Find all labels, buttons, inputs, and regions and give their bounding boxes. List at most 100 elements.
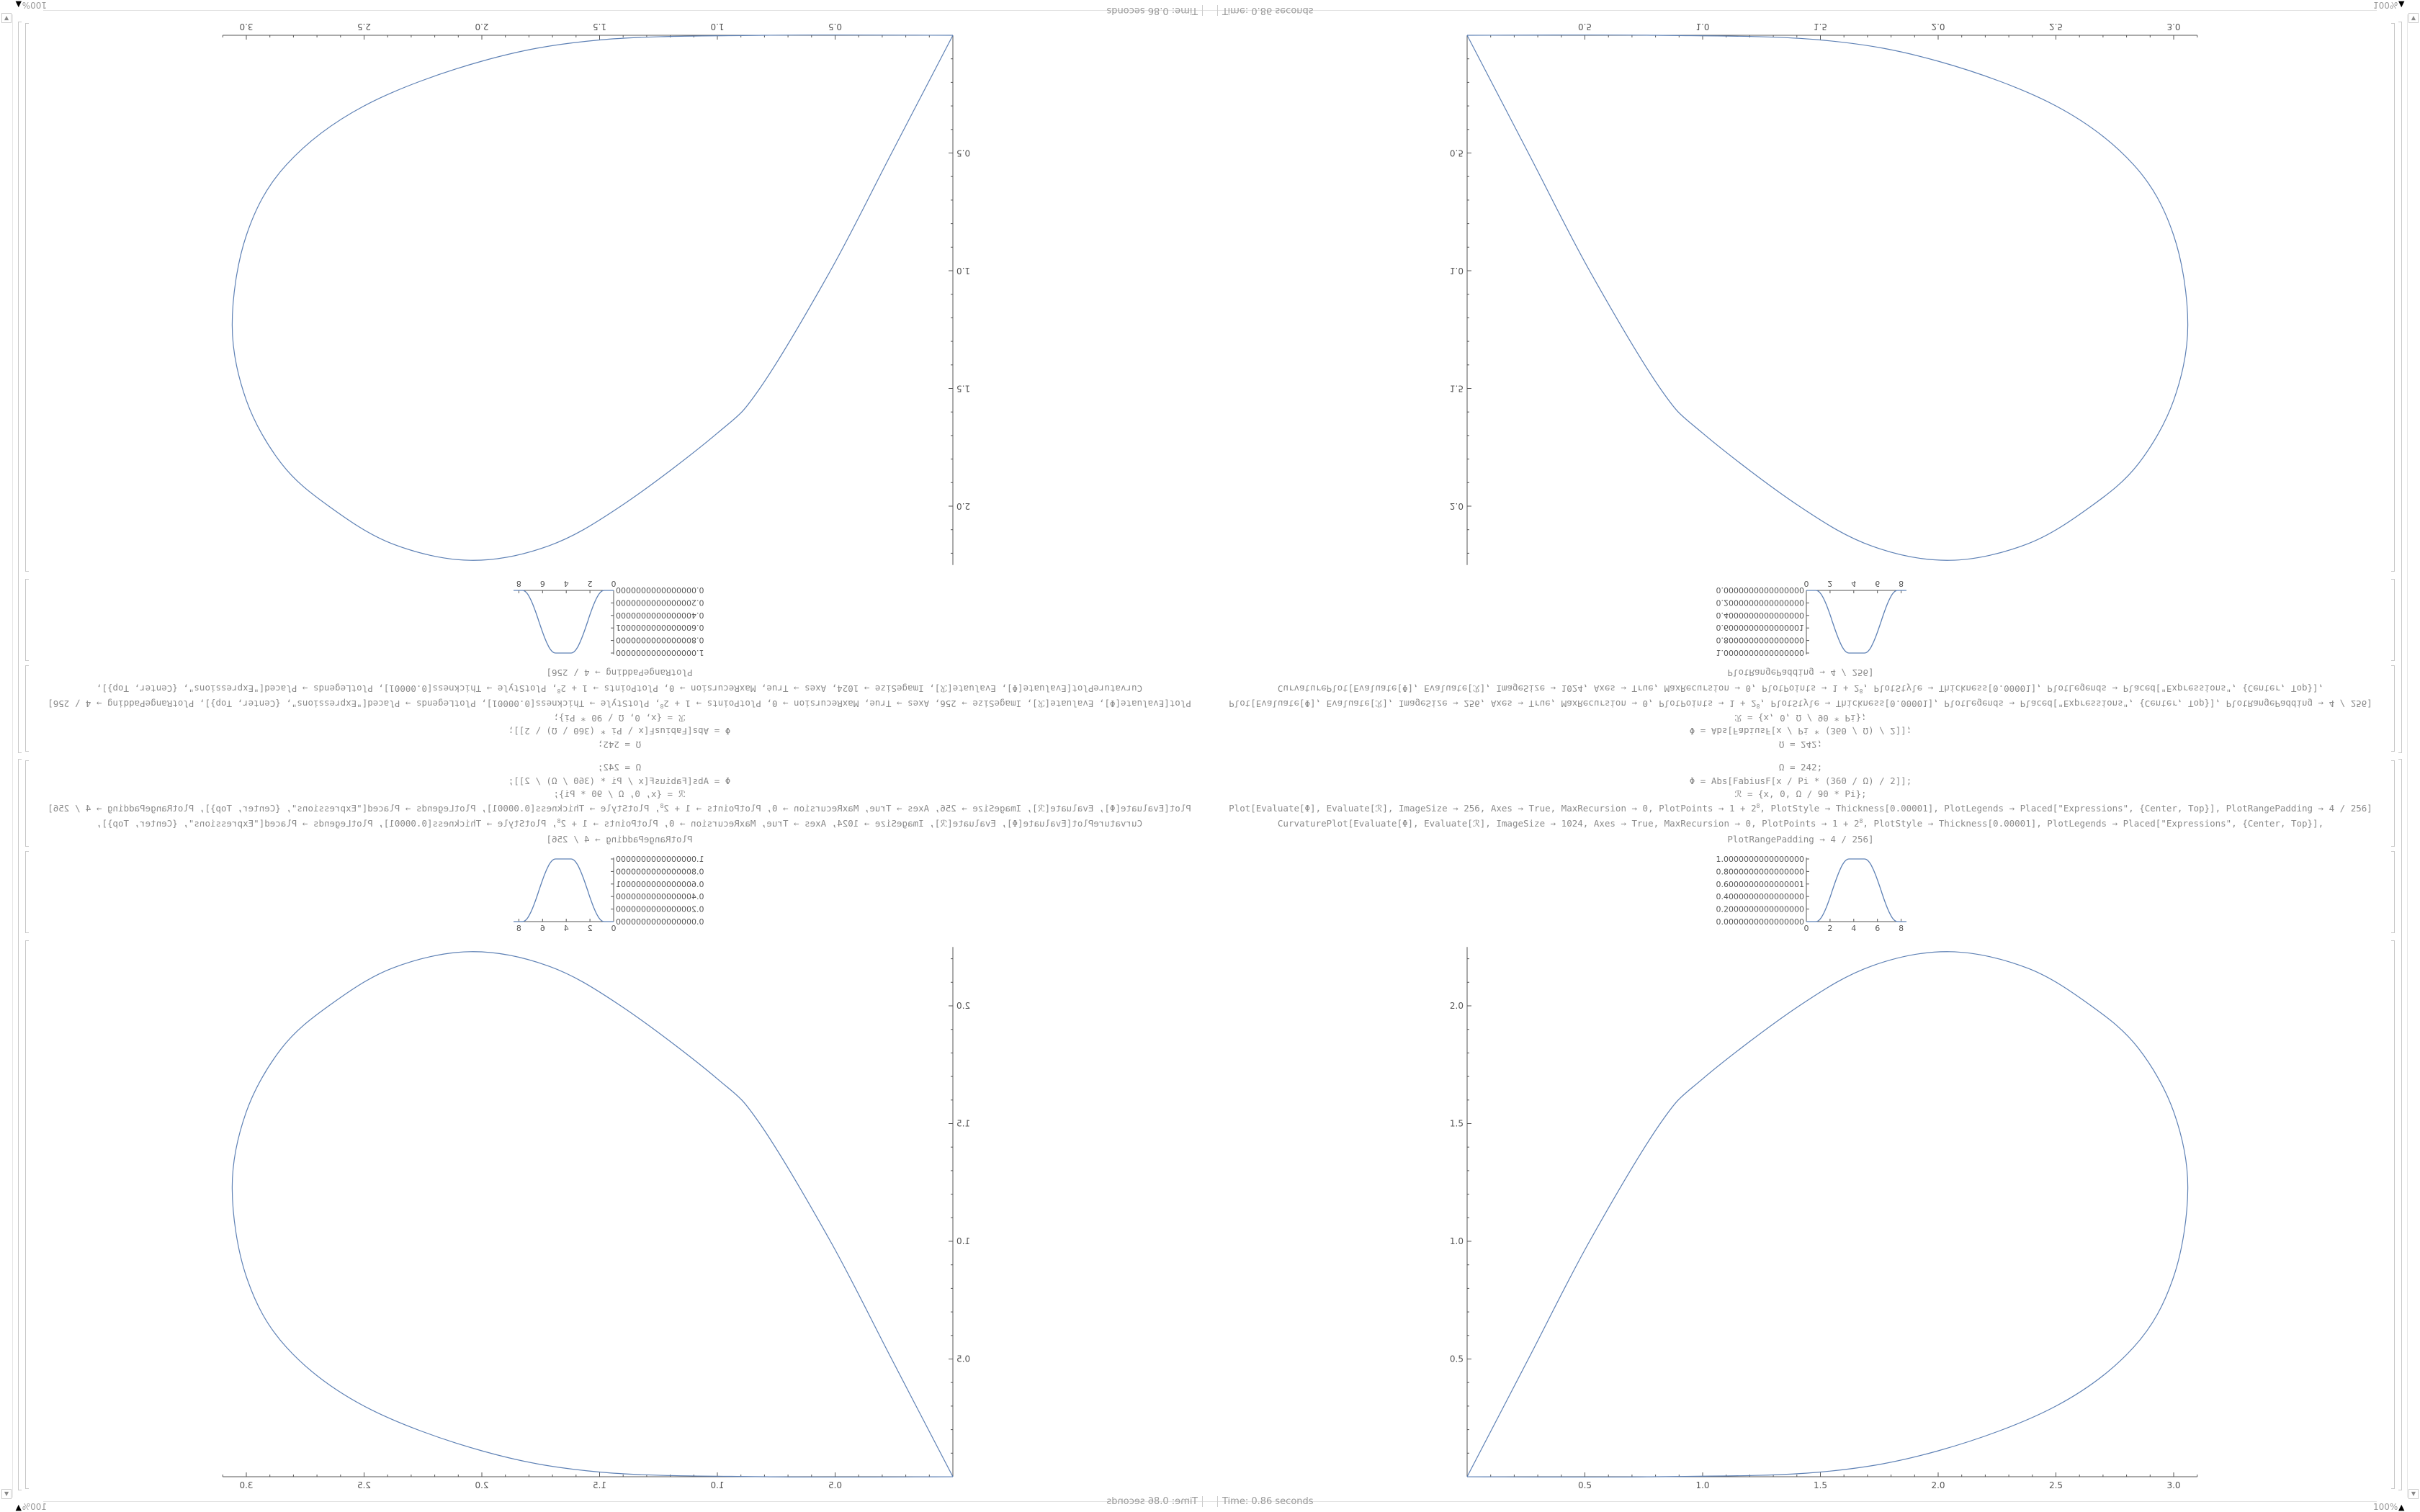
cell-group-bracket[interactable] <box>18 759 22 1490</box>
small-y-tick-label: 0.0000000000000000 <box>1716 917 1804 927</box>
vertical-scrollbar[interactable] <box>2407 756 2419 1498</box>
code-exponent: 8 <box>1756 803 1760 809</box>
big-y-tick-label: 1.0 <box>956 1236 970 1246</box>
cell-bracket-output-curvature[interactable] <box>25 23 29 572</box>
big-y-tick-label: 0.5 <box>956 148 970 158</box>
status-timing: Time: 0.86 seconds <box>1106 1496 1203 1507</box>
small-y-tick-label: 0.4000000000000000 <box>616 892 704 901</box>
small-y-tick-label: 0.6000000000000001 <box>1716 880 1804 889</box>
cell-bracket-input[interactable] <box>25 760 29 847</box>
curvature-plot[interactable]: 0.5 1.0 1.5 2.0 2.5 3.0 0.5 1.0 1.5 2.0 <box>1210 0 2420 756</box>
big-y-tick-label: 0.5 <box>1450 1354 1464 1364</box>
small-y-tick-label: 1.0000000000000000 <box>616 648 704 657</box>
small-plot[interactable]: 0.0000000000000000 0.2000000000000000 0.40… <box>1210 756 2420 943</box>
big-x-tick-label: 3.0 <box>2166 1480 2180 1490</box>
big-x-tick-label: 1.5 <box>593 22 606 32</box>
small-x-tick-label: 4 <box>1851 579 1856 588</box>
small-y-tick-label: 0.2000000000000000 <box>1716 905 1804 914</box>
small-x-tick-label: 8 <box>516 579 521 588</box>
curvature-curve <box>1466 34 2189 561</box>
cell-bracket-output-plot[interactable] <box>2391 579 2395 661</box>
code-line-curvatureplot[interactable]: CurvaturePlot[Evaluate[Φ], Evaluate[ℛ], … <box>1210 818 2391 829</box>
small-y-tick-label: 0.4000000000000000 <box>616 611 704 620</box>
zoom-menu-arrow-icon[interactable]: ▲ <box>2398 0 2405 9</box>
small-y-tick-label: 1.0000000000000000 <box>616 855 704 864</box>
status-timing: Time: 0.86 seconds <box>1106 5 1203 16</box>
small-y-tick-label: 0.6000000000000001 <box>1716 623 1804 632</box>
small-x-tick-label: 8 <box>516 924 521 933</box>
cell-bracket-input[interactable] <box>2391 760 2395 847</box>
big-x-tick-label: 1.0 <box>710 1480 724 1490</box>
small-x-tick-label: 4 <box>564 924 569 933</box>
code-text: , PlotStyle → Thickness[0.00001], PlotLe… <box>1760 803 2372 814</box>
status-divider <box>43 1501 1210 1502</box>
scroll-down-button[interactable]: ▼ <box>1 1489 12 1499</box>
cell-group-bracket[interactable] <box>2398 22 2402 753</box>
cell-group-bracket[interactable] <box>18 22 22 753</box>
vertical-scrollbar[interactable] <box>1 756 13 1498</box>
cell-bracket-output-plot[interactable] <box>2391 851 2395 933</box>
zoom-level[interactable]: 100% <box>22 0 47 10</box>
code-line-phi[interactable]: Φ = Abs[FabiusF[x / Pi * (360 / Ω) / 2]]… <box>1689 775 1912 786</box>
status-divider <box>1210 1501 2377 1502</box>
small-y-tick-label: 0.2000000000000000 <box>616 905 704 914</box>
small-y-tick-label: 0.4000000000000000 <box>1716 892 1804 901</box>
cell-bracket-output-curvature[interactable] <box>2391 23 2395 572</box>
curvature-curve <box>231 951 954 1478</box>
small-plot[interactable]: 0.0000000000000000 0.2000000000000000 0.40… <box>0 569 1210 756</box>
curvature-plot[interactable]: 0.5 1.0 1.5 2.0 2.5 3.0 0.5 1.0 1.5 2.0 <box>0 0 1210 756</box>
zoom-menu-arrow-icon[interactable]: ▲ <box>15 1503 22 1512</box>
cell-group-bracket[interactable] <box>2398 759 2402 1490</box>
cell-bracket-output-plot[interactable] <box>25 579 29 661</box>
vertical-scrollbar[interactable] <box>1 14 13 756</box>
code-line-omega[interactable]: Ω = 242; <box>1778 762 1823 773</box>
cell-bracket-input[interactable] <box>25 665 29 752</box>
code-text: Plot[Evaluate[Φ], Evaluate[ℛ], ImageSize… <box>1229 803 1757 814</box>
small-y-tick-label: 0.6000000000000001 <box>616 623 704 632</box>
curvature-plot[interactable]: 0.5 1.0 1.5 2.0 2.5 3.0 0.5 1.0 1.5 2.0 <box>1210 756 2420 1512</box>
small-y-tick-label: 0.8000000000000000 <box>616 636 704 645</box>
zoom-menu-arrow-icon[interactable]: ▲ <box>15 0 22 9</box>
small-x-tick-label: 2 <box>588 579 593 588</box>
scroll-down-button[interactable]: ▼ <box>2408 13 2419 23</box>
small-plot[interactable]: 0.0000000000000000 0.2000000000000000 0.40… <box>1210 569 2420 756</box>
zoom-level[interactable]: 100% <box>22 1502 47 1512</box>
curvature-plot[interactable]: 0.5 1.0 1.5 2.0 2.5 3.0 0.5 1.0 1.5 2.0 <box>0 756 1210 1512</box>
code-line-range[interactable]: ℛ = {x, 0, Ω / 90 * Pi}; <box>1734 788 1867 799</box>
big-x-tick-label: 2.0 <box>475 22 488 32</box>
code-line-curvatureplot-cont[interactable]: PlotRangePadding → 4 / 256] <box>1727 834 1874 845</box>
big-x-tick-label: 2.5 <box>2049 22 2063 32</box>
small-plot[interactable]: 0.0000000000000000 0.2000000000000000 0.40… <box>0 756 1210 943</box>
curvature-curve <box>231 34 954 561</box>
notebook-view-rotated: Ω = 242; Φ = Abs[FabiusF[x / Pi * (360 /… <box>0 0 1210 756</box>
code-line-plot[interactable]: Plot[Evaluate[Φ], Evaluate[ℛ], ImageSize… <box>1210 803 2391 814</box>
big-y-tick-label: 2.0 <box>956 501 970 511</box>
cell-bracket-input[interactable] <box>2391 665 2395 752</box>
small-plot-curve <box>1806 858 1906 922</box>
small-y-tick-label: 0.4000000000000000 <box>1716 611 1804 620</box>
small-x-tick-label: 0 <box>1804 579 1809 588</box>
small-y-tick-label: 0.8000000000000000 <box>616 867 704 876</box>
small-x-tick-label: 0 <box>1804 924 1809 933</box>
small-x-tick-label: 8 <box>1899 579 1904 588</box>
scroll-down-button[interactable]: ▼ <box>1 13 12 23</box>
small-x-tick-label: 4 <box>1851 924 1856 933</box>
big-x-tick-label: 2.5 <box>357 22 371 32</box>
code-text: , PlotStyle → Thickness[0.00001], PlotLe… <box>1863 818 2324 829</box>
scroll-down-button[interactable]: ▼ <box>2408 1489 2419 1499</box>
curvature-curve <box>1466 951 2189 1478</box>
small-x-tick-label: 6 <box>540 579 545 588</box>
zoom-level[interactable]: 100% <box>2373 1502 2398 1512</box>
vertical-scrollbar[interactable] <box>2407 14 2419 756</box>
small-plot-curve <box>514 858 614 922</box>
cell-bracket-output-curvature[interactable] <box>25 940 29 1489</box>
cell-bracket-output-curvature[interactable] <box>2391 940 2395 1489</box>
big-y-tick-label: 1.5 <box>956 384 970 394</box>
big-x-tick-label: 0.5 <box>828 1480 842 1490</box>
zoom-menu-arrow-icon[interactable]: ▲ <box>2398 1503 2405 1512</box>
big-x-tick-label: 3.0 <box>2166 22 2180 32</box>
cell-bracket-output-plot[interactable] <box>25 851 29 933</box>
small-x-tick-label: 2 <box>1827 924 1832 933</box>
zoom-level[interactable]: 100% <box>2373 0 2398 10</box>
big-x-tick-label: 2.5 <box>357 1480 371 1490</box>
